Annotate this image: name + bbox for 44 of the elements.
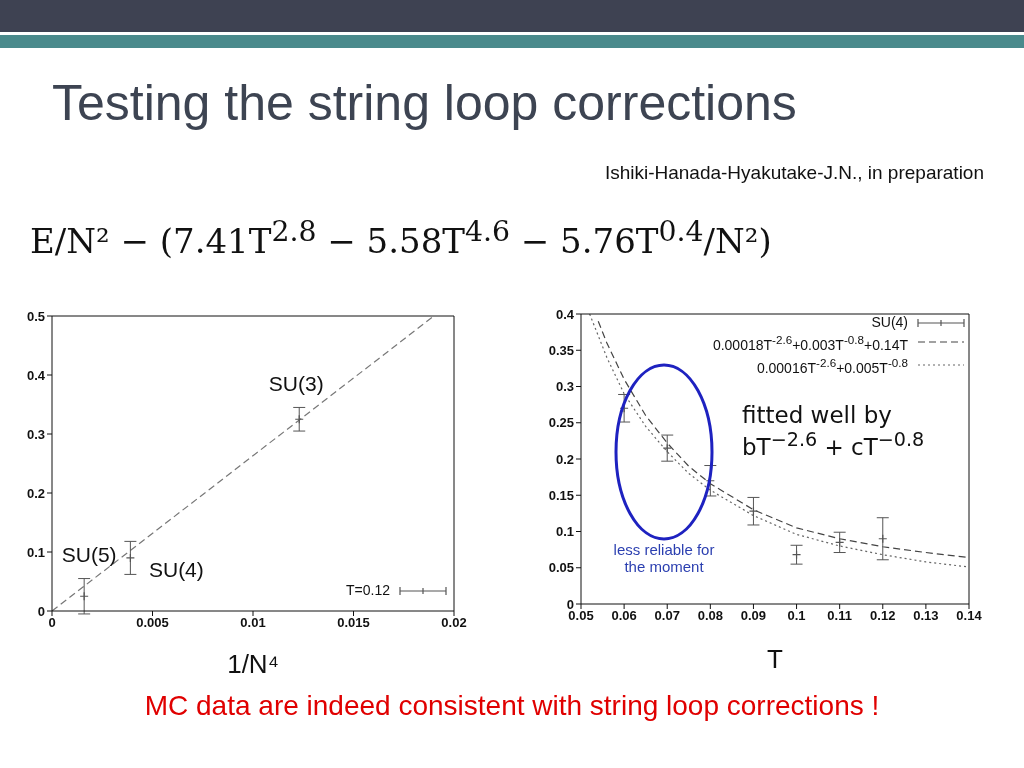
y-tick-label: 0.5 — [26, 308, 45, 324]
chart-subtitle: Ishiki-Hanada-Hyakutake-J.N., in preparation — [604, 162, 984, 184]
annotation: less reliable for the moment — [612, 541, 716, 575]
text: MC data are indeed consistent with string loop corrections ! — [143, 690, 881, 722]
x-tick-label: 0.02 — [441, 615, 467, 631]
legend-label: 0.00016T$^{-2.6}$+0.005T$^{-0.8}$ — [756, 354, 908, 377]
y-tick-label: 0.4 — [555, 306, 575, 322]
y-tick-label: 0.2 — [555, 451, 574, 467]
y-tick-label: 0.2 — [26, 485, 45, 501]
x-axis-title: 1/N⁴ — [227, 649, 279, 679]
x-tick-label: 0.06 — [611, 608, 637, 624]
x-tick-label: 0.14 — [956, 608, 983, 624]
x-tick-label: 0.1 — [787, 608, 806, 624]
x-tick-label: 0.08 — [697, 608, 723, 624]
y-tick-label: 0.1 — [26, 544, 45, 560]
y-tick-label: 0.3 — [26, 426, 45, 442]
y-tick-label: 0.05 — [548, 560, 574, 576]
x-tick-label: 0.09 — [740, 608, 767, 624]
legend-label: T=0.12 — [346, 582, 390, 599]
x-tick-label: 0.07 — [654, 608, 680, 624]
x-tick-label: 0.01 — [240, 615, 266, 631]
y-tick-label: 0.4 — [26, 367, 46, 383]
y-tick-label: 0.25 — [548, 415, 574, 431]
x-axis-title: T — [767, 644, 784, 674]
y-tick-label: 0.1 — [555, 524, 574, 540]
chart-title: Testing the string loop corrections — [52, 74, 797, 132]
text: E/N² − (7.41T$^{2.8}$ − 5.58T$^{4.6}$ − 5.76T$^{0.4}$/N²) — [30, 215, 772, 262]
x-tick-label: 0.12 — [870, 608, 896, 624]
x-tick-label: 0.13 — [913, 608, 939, 624]
annotation: SU(5) — [61, 542, 117, 566]
legend-label: SU(4) — [871, 314, 908, 331]
annotation: fitted well by bT$^{−2.6}$ + cT$^{−0.8}$ — [742, 402, 926, 460]
annotation: SU(3) — [268, 371, 324, 395]
point — [125, 553, 135, 563]
annotation: SU(4) — [148, 558, 204, 582]
x-tick-label: 0.11 — [827, 608, 852, 624]
point — [662, 443, 672, 453]
x-tick-label: 0.015 — [337, 615, 370, 631]
y-tick-label: 0.35 — [548, 342, 574, 358]
y-tick-label: 0.15 — [548, 487, 574, 503]
y-tick-label: 0.3 — [555, 379, 574, 395]
x-tick-label: 0.005 — [136, 615, 169, 631]
x-tick-label: 0 — [48, 615, 56, 631]
legend-label: 0.00018T$^{-2.6}$+0.003T$^{-0.8}$+0.14T — [712, 332, 908, 354]
